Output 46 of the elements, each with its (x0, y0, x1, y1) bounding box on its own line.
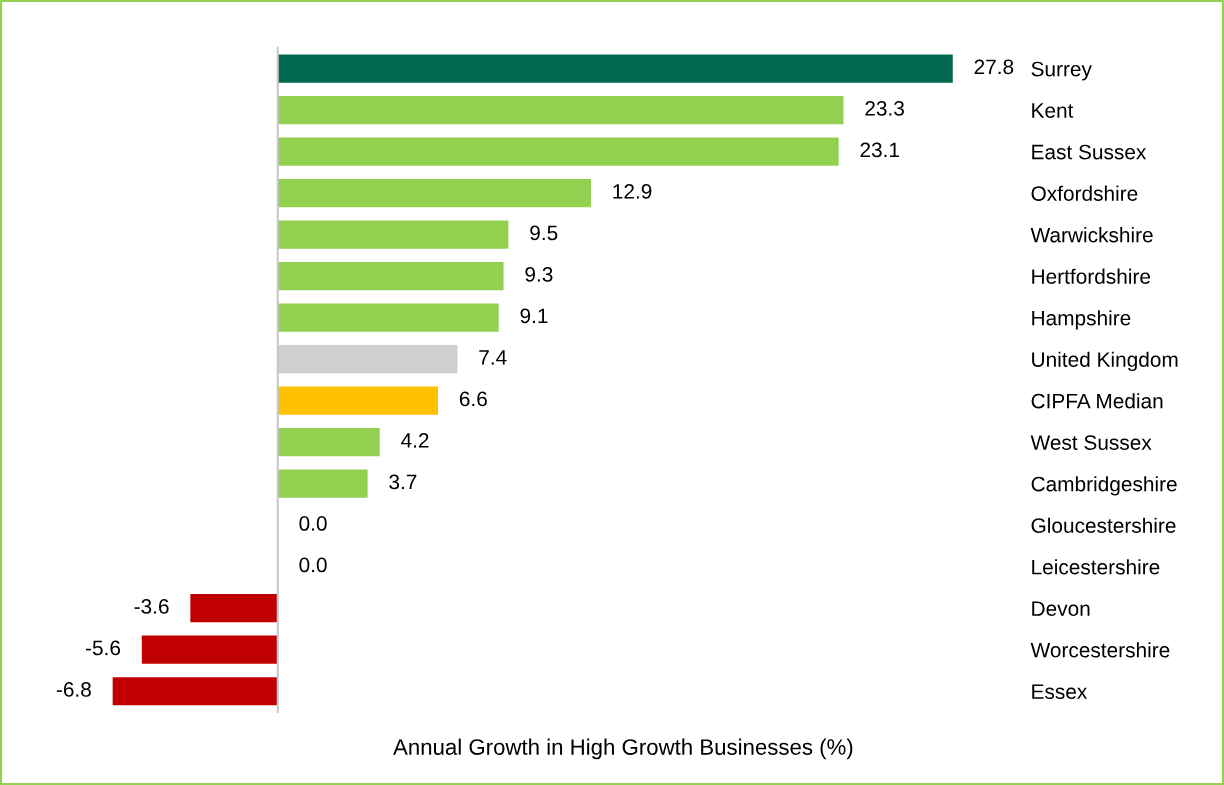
data-label: 6.6 (459, 391, 487, 407)
y-tick-label: CIPFA Median (1031, 393, 1163, 409)
data-label: -5.6 (85, 640, 121, 656)
y-tick-label: Devon (1032, 601, 1090, 616)
data-label: 9.5 (530, 225, 558, 241)
data-label: 4.2 (401, 433, 429, 448)
y-tick-label: United Kingdom (1032, 351, 1178, 372)
y-tick-label: Oxfordshire (1031, 185, 1138, 201)
bar (277, 96, 844, 125)
bar (112, 677, 278, 706)
y-tick-label: Worcestershire (1030, 642, 1170, 658)
x-axis-title: Annual Growth in High Growth Businesses (%) (393, 738, 853, 760)
data-label: 27.8 (974, 59, 1014, 75)
bar (277, 179, 591, 208)
bar (190, 594, 278, 623)
bar (277, 54, 953, 83)
y-tick-label: East Sussex (1032, 144, 1147, 160)
data-label: 0.0 (299, 516, 327, 531)
bar (277, 428, 380, 457)
data-label: 23.1 (860, 142, 899, 158)
bar (277, 469, 368, 498)
data-label: 23.3 (865, 100, 904, 116)
data-label: 12.9 (613, 184, 652, 199)
y-tick-label: Essex (1032, 684, 1088, 699)
bar (277, 386, 438, 415)
y-tick-label: Leicestershire (1032, 559, 1160, 575)
data-label: -6.8 (56, 682, 91, 697)
bar (277, 303, 499, 332)
bar (277, 220, 509, 249)
y-tick-label: West Sussex (1030, 435, 1152, 450)
y-tick-label: Warwickshire (1030, 227, 1153, 243)
data-label: 0.0 (299, 557, 327, 573)
data-label: -3.6 (134, 599, 169, 614)
y-tick-label: Gloucestershire (1031, 517, 1176, 533)
y-tick-label: Hampshire (1032, 310, 1131, 330)
data-label: 7.4 (479, 350, 507, 365)
y-tick-label: Kent (1032, 103, 1074, 118)
data-label: 9.1 (520, 308, 548, 324)
bar (277, 262, 504, 291)
y-tick-label: Surrey (1031, 61, 1092, 81)
bar (141, 635, 278, 664)
bar (277, 137, 839, 166)
y-tick-label: Hertfordshire (1032, 268, 1151, 284)
data-label: 9.3 (525, 267, 553, 282)
y-tick-label: Cambridgeshire (1031, 476, 1177, 496)
data-label: 3.7 (389, 474, 417, 490)
